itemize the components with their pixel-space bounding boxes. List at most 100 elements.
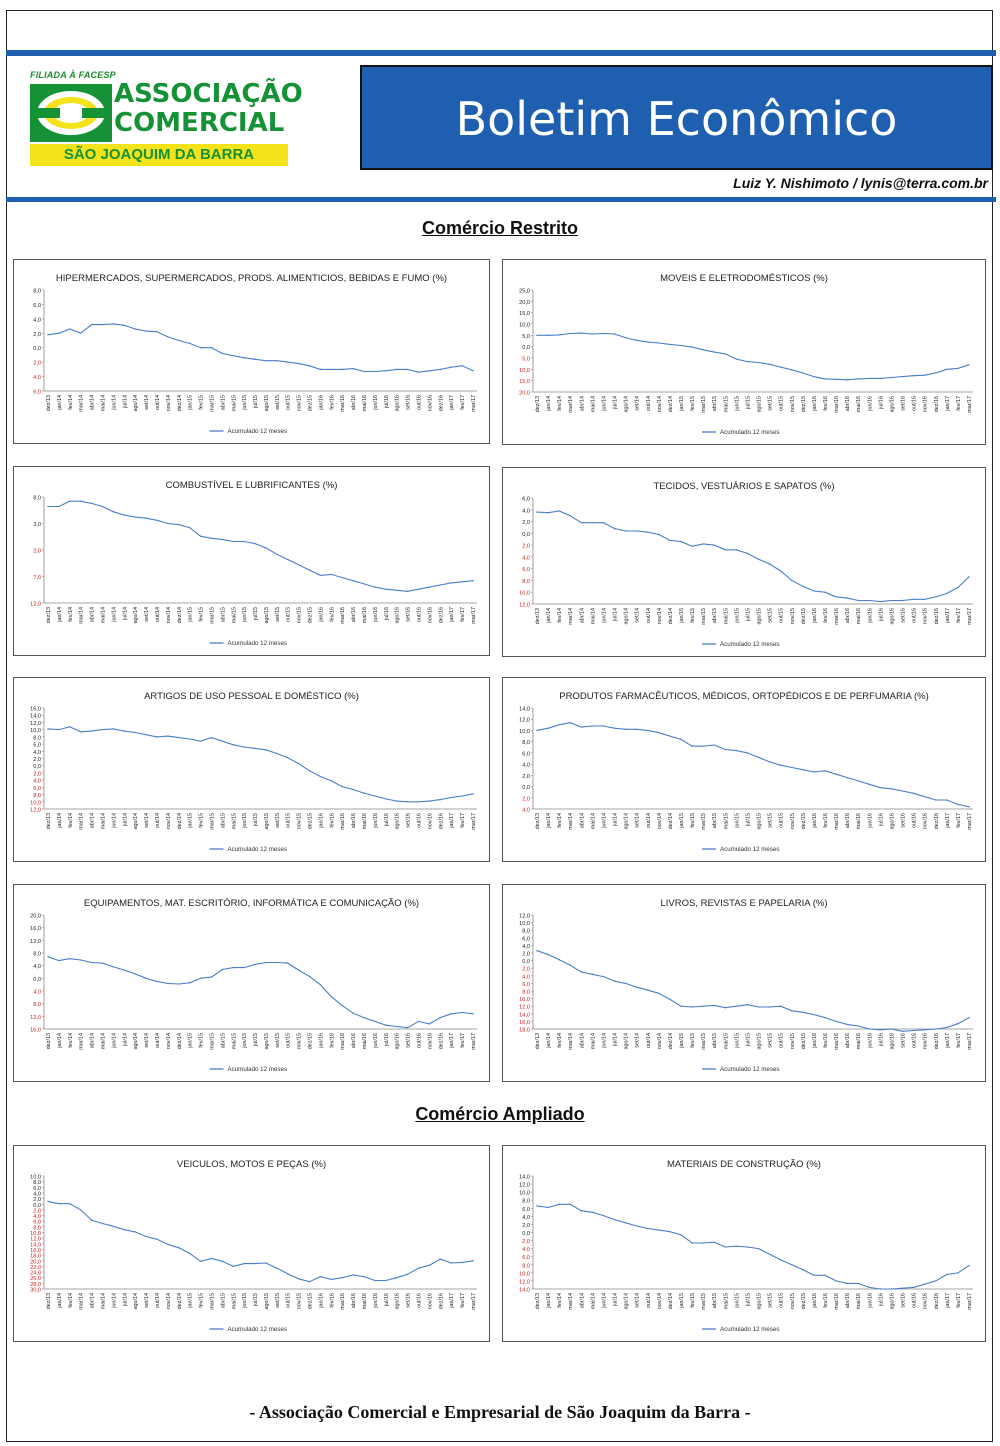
data-point [768, 1006, 771, 1008]
data-point [912, 792, 915, 794]
x-tick-label: set/15 [768, 396, 774, 411]
x-tick-label: out/16 [417, 395, 423, 410]
x-tick-label: fev/16 [329, 607, 335, 622]
y-tick-label: 14,0 [519, 1175, 530, 1181]
data-point [428, 1023, 431, 1025]
data-point [813, 375, 815, 378]
data-point [613, 333, 616, 335]
data-point [591, 1211, 594, 1214]
data-point [254, 963, 256, 966]
association-logo: FILIADA À FACESP ASSOCIAÇÃO COMERCIAL SÃ… [28, 70, 303, 166]
x-tick-label: abr/15 [712, 813, 718, 828]
data-point [602, 332, 605, 335]
x-tick-label: mar/14 [568, 608, 574, 625]
x-tick-label: abr/15 [712, 1293, 718, 1308]
y-tick-label: 12,0 [519, 1005, 530, 1011]
data-point [901, 375, 904, 378]
x-tick-label: abr/16 [351, 1293, 357, 1308]
data-point [167, 522, 169, 525]
x-tick-label: jun/14 [601, 608, 607, 624]
x-tick-label: nov/14 [166, 1033, 172, 1049]
x-tick-label: jun/14 [111, 813, 117, 829]
data-point [134, 328, 136, 330]
x-tick-label: fev/16 [823, 813, 829, 828]
y-tick-label: 6,0 [522, 567, 530, 573]
x-tick-label: mai/14 [590, 396, 596, 412]
data-point [968, 364, 970, 366]
x-tick-label: dez/13 [46, 607, 52, 623]
chart-title: EQUIPAMENTOS, MAT. ESCRITÓRIO, INFORMÁTI… [84, 898, 419, 909]
y-tick-label: 2,0 [522, 544, 530, 550]
x-tick-label: nov/14 [657, 1293, 663, 1309]
x-tick-label: mar/15 [701, 1033, 707, 1050]
x-tick-label: set/16 [901, 1293, 907, 1308]
data-point [923, 1283, 926, 1285]
y-tick-label: 25,0 [519, 289, 530, 295]
x-tick-label: jun/16 [867, 608, 873, 624]
x-tick-label: nov/16 [923, 1293, 929, 1309]
data-point [341, 576, 343, 579]
y-tick-label: 8,0 [33, 289, 41, 295]
data-point [591, 333, 594, 335]
data-point [123, 1228, 125, 1231]
data-point [265, 547, 267, 549]
series-line [536, 950, 970, 1032]
data-point [276, 360, 278, 362]
data-point [890, 599, 893, 602]
x-tick-label: nov/15 [790, 813, 796, 829]
data-point [946, 1026, 948, 1029]
data-point [569, 721, 571, 724]
data-point [319, 368, 322, 371]
data-point [178, 1247, 180, 1249]
data-point [254, 747, 256, 750]
y-tick-label: 4,0 [522, 508, 530, 514]
y-tick-label: 10,0 [519, 368, 530, 374]
x-tick-label: mar/14 [568, 813, 574, 830]
x-tick-label: nov/14 [166, 813, 172, 829]
data-point [178, 983, 180, 985]
data-point [69, 726, 71, 728]
data-point [396, 368, 398, 371]
x-tick-label: dez/14 [177, 607, 183, 623]
data-point [680, 540, 682, 543]
x-tick-label: out/15 [779, 608, 785, 623]
data-point [724, 1246, 727, 1248]
y-tick-label: 2,0 [522, 967, 530, 973]
data-point [396, 1277, 398, 1279]
x-tick-label: fev/14 [557, 1293, 563, 1308]
y-tick-label: 12,0 [30, 721, 41, 727]
data-point [912, 1029, 915, 1032]
data-point [417, 1267, 420, 1269]
data-point [536, 334, 538, 337]
data-point [968, 576, 970, 578]
data-point [363, 583, 365, 585]
x-tick-label: set/16 [901, 1033, 907, 1048]
data-point [746, 360, 749, 363]
x-tick-label: jul/15 [253, 395, 259, 409]
x-tick-label: mar/17 [471, 395, 477, 412]
x-tick-label: fev/15 [199, 395, 205, 410]
x-tick-label: abr/15 [220, 395, 226, 410]
y-tick-label: 0,0 [522, 1231, 530, 1237]
x-tick-label: jul/16 [878, 396, 884, 410]
x-tick-label: out/15 [286, 395, 292, 410]
data-point [591, 973, 594, 975]
x-tick-label: nov/14 [657, 608, 663, 624]
x-tick-label: mar/14 [79, 395, 85, 412]
data-point [558, 1203, 560, 1205]
data-point [735, 358, 738, 360]
x-tick-label: ago/16 [889, 608, 895, 625]
x-tick-label: dez/13 [535, 1033, 541, 1049]
x-tick-label: dez/15 [308, 395, 314, 411]
data-point [624, 728, 627, 731]
chart-svg: COMBUSTÍVEL E LUBRIFICANTES (%) 8,0 3,0 2,0… [30, 480, 477, 647]
chart-svg: PRODUTOS FARMACÊUTICOS, MÉDICOS, ORTOPÉD… [519, 691, 973, 853]
x-tick-label: fev/14 [68, 813, 74, 828]
y-tick-label: 12,0 [519, 914, 530, 920]
data-point [352, 1274, 354, 1276]
x-tick-label: jan/17 [945, 1293, 951, 1309]
x-tick-label: set/15 [275, 813, 281, 828]
data-point [868, 1028, 871, 1030]
data-point [69, 500, 71, 502]
data-point [879, 1029, 882, 1031]
